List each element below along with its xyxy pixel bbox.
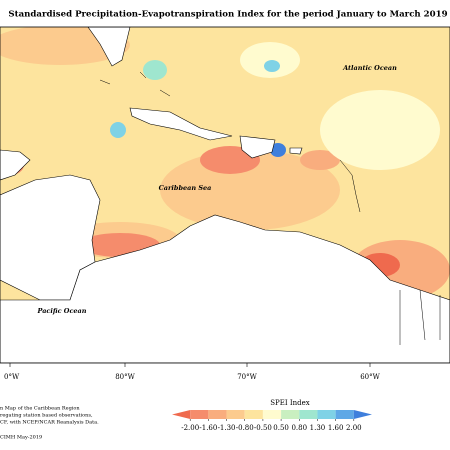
lon-label: 80°W [115,373,135,381]
lon-label: 60°W [360,373,380,381]
legend-swatch [208,410,227,419]
legend-swatch [172,410,191,419]
legend-tick-label: 2.00 [346,424,362,432]
legend-tick-label: 0.50 [273,424,289,432]
legend-tick-label: -1.60 [199,424,217,432]
lon-label: 0°W [4,373,20,381]
legend-swatch [353,410,372,419]
footer-text: CIMH May-2019 [0,435,42,441]
legend-tick-label: -2.00 [181,424,199,432]
legend-tick-label: -1.30 [218,424,236,432]
legend-tick-label: 1.60 [328,424,344,432]
legend-swatch [190,410,209,419]
title: Standardised Precipitation-Evapotranspir… [8,10,447,20]
ocean-label: Pacific Ocean [37,307,87,315]
lon-label: 70°W [237,373,257,381]
legend-tick-label: -0.50 [254,424,272,432]
footer-text: regating station based observations, [0,413,93,419]
legend-swatch [299,410,318,419]
sea-label: Caribbean Sea [159,184,212,192]
legend-swatch [281,410,300,419]
legend-swatch [335,410,354,419]
legend-tick-label: 1.30 [310,424,326,432]
legend-swatch [244,410,263,419]
legend-tick-label: -0.80 [236,424,254,432]
legend-swatch [226,410,245,419]
legend-title: SPEI Index [270,399,310,407]
footer-text: CF, with NCEP/NCAR Reanalysis Data. [0,420,99,426]
legend-tick-label: 0.80 [291,424,307,432]
footer-text: n Map of the Caribbean Region [0,406,80,412]
legend-swatch [317,410,336,419]
legend-swatch [262,410,282,419]
map [0,26,450,364]
ocean-label: Atlantic Ocean [342,64,397,72]
